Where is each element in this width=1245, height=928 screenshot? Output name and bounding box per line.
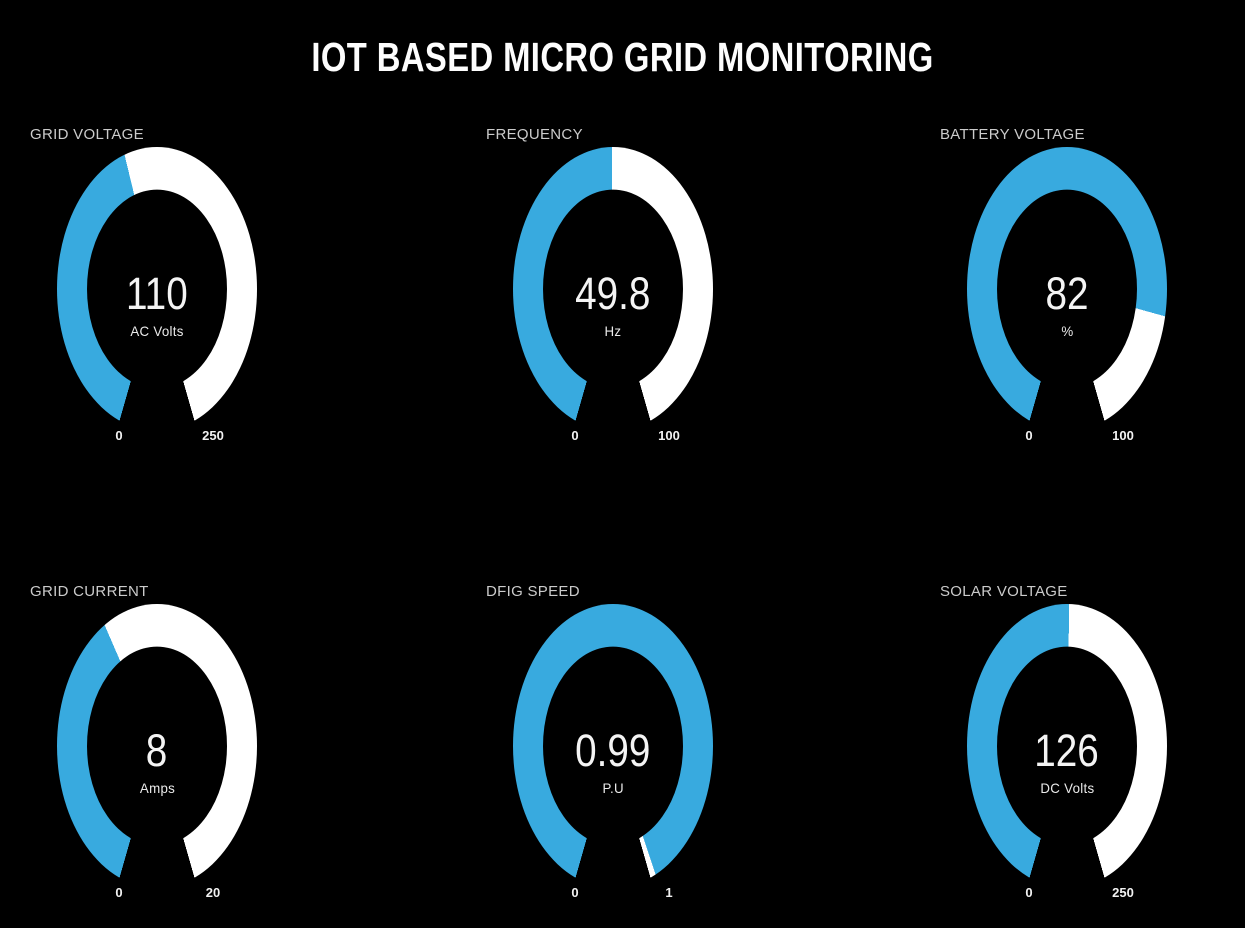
gauge: 8 Amps 0 20 <box>29 604 285 904</box>
gauge-title: SOLAR VOLTAGE <box>940 583 1068 600</box>
gauge-title: GRID VOLTAGE <box>30 126 144 143</box>
gauge: 49.8 Hz 0 100 <box>485 147 741 447</box>
gauge: 126 DC Volts 0 250 <box>939 604 1195 904</box>
gauge: 82 % 0 100 <box>939 147 1195 447</box>
gauge-ring-hole <box>543 646 683 846</box>
gauge-ring-arc <box>967 147 1167 431</box>
gauge-title: FREQUENCY <box>486 126 583 143</box>
gauge: 0.99 P.U 0 1 <box>485 604 741 904</box>
gauge-title: BATTERY VOLTAGE <box>940 126 1085 143</box>
gauge-max-label: 100 <box>658 428 680 443</box>
gauge-min-label: 0 <box>571 428 579 443</box>
gauge-widget-grid-voltage: GRID VOLTAGE 110 AC Volts 0 250 <box>29 126 285 447</box>
gauge-widget-dfig-speed: DFIG SPEED 0.99 P.U 0 1 <box>485 583 741 904</box>
gauge-widget-battery-voltage: BATTERY VOLTAGE 82 % 0 100 <box>939 126 1195 447</box>
gauge-ring-hole <box>87 646 227 846</box>
gauge-ring-hole <box>543 189 683 389</box>
gauge-ring-arc <box>513 147 713 431</box>
gauge-min-label: 0 <box>1025 885 1033 900</box>
gauge-min-label: 0 <box>115 428 123 443</box>
gauge-ring-arc <box>57 604 257 888</box>
gauge-ring-hole <box>87 189 227 389</box>
gauge-max-label: 100 <box>1112 428 1134 443</box>
gauge-min-label: 0 <box>571 885 579 900</box>
gauge-min-label: 0 <box>115 885 123 900</box>
gauge-ring-arc <box>967 604 1167 888</box>
gauge-title: GRID CURRENT <box>30 583 149 600</box>
gauge-widget-solar-voltage: SOLAR VOLTAGE 126 DC Volts 0 250 <box>939 583 1195 904</box>
gauge-max-label: 250 <box>202 428 224 443</box>
gauge-ring-hole <box>997 646 1137 846</box>
gauge-ring-arc <box>513 604 713 888</box>
page-title: IOT BASED MICRO GRID MONITORING <box>311 34 934 80</box>
gauge-title: DFIG SPEED <box>486 583 580 600</box>
gauge-widget-frequency: FREQUENCY 49.8 Hz 0 100 <box>485 126 741 447</box>
gauge-max-label: 20 <box>205 885 221 900</box>
gauge-widget-grid-current: GRID CURRENT 8 Amps 0 20 <box>29 583 285 904</box>
gauge-max-label: 250 <box>1112 885 1134 900</box>
gauge-ring-arc <box>57 147 257 431</box>
gauge-ring-hole <box>997 189 1137 389</box>
gauge-min-label: 0 <box>1025 428 1033 443</box>
gauge: 110 AC Volts 0 250 <box>29 147 285 447</box>
gauge-max-label: 1 <box>665 885 673 900</box>
